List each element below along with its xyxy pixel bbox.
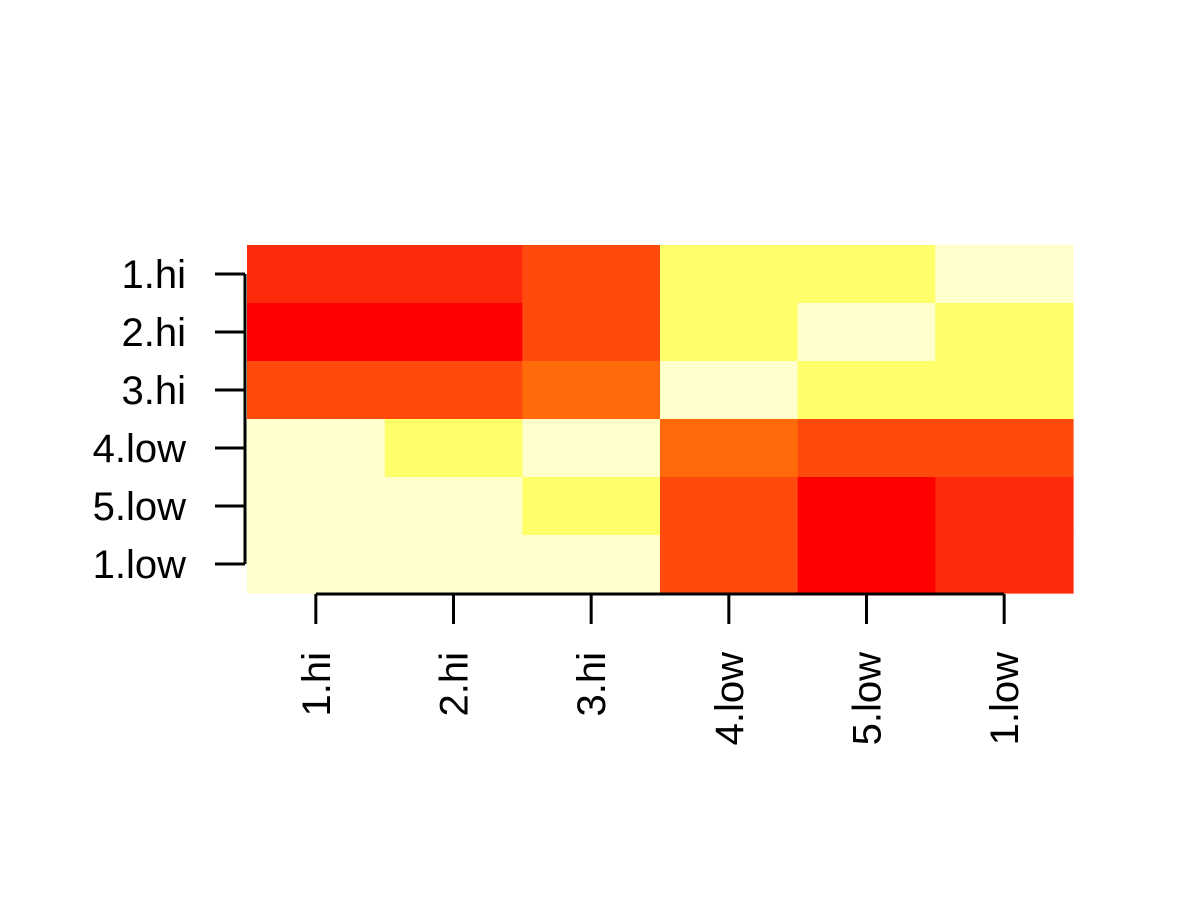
heatmap-cell-r3-c2 xyxy=(384,361,523,420)
heatmap-cell-r6-c2 xyxy=(384,535,523,594)
heatmap-cell-r2-c6 xyxy=(935,303,1074,362)
y-tick-label: 4.low xyxy=(93,427,186,471)
y-axis: 1.hi 2.hi 3.hi 4.low 5.low 1.low xyxy=(93,253,247,587)
heatmap-cell-r3-c3 xyxy=(522,361,661,420)
heatmap-cell-r5-c4 xyxy=(660,477,799,536)
y-tick-label: 5.low xyxy=(93,485,186,529)
y-tick-label: 1.low xyxy=(93,543,186,587)
heatmap-cell-r2-c2 xyxy=(384,303,523,362)
heatmap-cell-r4-c5 xyxy=(797,419,936,478)
heatmap-cell-r2-c5 xyxy=(797,303,936,362)
heatmap-cell-r6-c4 xyxy=(660,535,799,594)
y-tick-label: 1.hi xyxy=(122,253,187,297)
heatmap-cell-r4-c4 xyxy=(660,419,799,478)
x-tick-label: 2.hi xyxy=(433,652,477,717)
heatmap-cell-r6-c1 xyxy=(247,535,386,594)
heatmap-cell-r1-c5 xyxy=(797,245,936,304)
heatmap-cell-r4-c3 xyxy=(522,419,661,478)
heatmap-cell-r1-c1 xyxy=(247,245,386,304)
heatmap-cell-r5-c5 xyxy=(797,477,936,536)
heatmap-cell-r6-c6 xyxy=(935,535,1074,594)
heatmap-cell-r5-c2 xyxy=(384,477,523,536)
heatmap-cell-r2-c4 xyxy=(660,303,799,362)
heatmap-cell-r1-c2 xyxy=(384,245,523,304)
x-tick-label: 1.low xyxy=(983,652,1027,745)
x-tick-label: 4.low xyxy=(708,652,752,745)
heatmap-cell-r4-c1 xyxy=(247,419,386,478)
y-tick-label: 2.hi xyxy=(122,311,187,355)
heatmap-cell-r4-c2 xyxy=(384,419,523,478)
x-axis: 1.hi 2.hi 3.hi 4.low 5.low 1.low xyxy=(295,592,1027,745)
x-tick-label: 3.hi xyxy=(570,652,614,717)
heatmap-cell-r1-c6 xyxy=(935,245,1074,304)
heatmap-cell-r3-c5 xyxy=(797,361,936,420)
heatmap-cell-r6-c5 xyxy=(797,535,936,594)
heatmap-cell-r6-c3 xyxy=(522,535,661,594)
heatmap-cell-r3-c4 xyxy=(660,361,799,420)
heatmap-cell-r5-c3 xyxy=(522,477,661,536)
x-tick-label: 1.hi xyxy=(295,652,339,717)
heatmap-cells xyxy=(247,245,1074,594)
y-tick-label: 3.hi xyxy=(122,369,187,413)
heatmap-cell-r5-c1 xyxy=(247,477,386,536)
heatmap-cell-r2-c1 xyxy=(247,303,386,362)
x-tick-label: 5.low xyxy=(846,652,890,745)
heatmap-cell-r1-c4 xyxy=(660,245,799,304)
heatmap-cell-r5-c6 xyxy=(935,477,1074,536)
heatmap-cell-r2-c3 xyxy=(522,303,661,362)
heatmap-cell-r3-c6 xyxy=(935,361,1074,420)
heatmap-cell-r4-c6 xyxy=(935,419,1074,478)
heatmap-cell-r3-c1 xyxy=(247,361,386,420)
heatmap-cell-r1-c3 xyxy=(522,245,661,304)
